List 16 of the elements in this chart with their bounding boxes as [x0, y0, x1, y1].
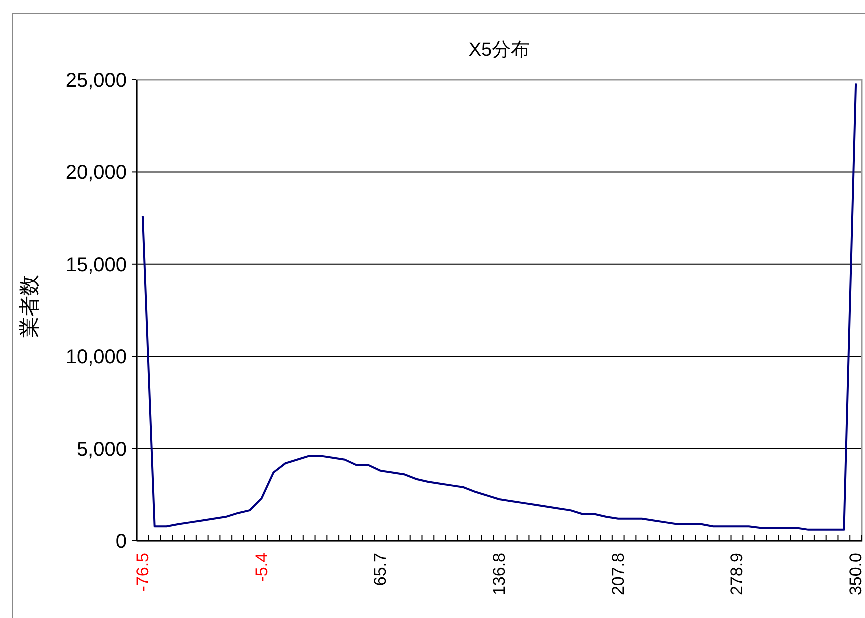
- y-tick-label: 25,000: [66, 70, 127, 92]
- x-tick-label: 207.8: [608, 553, 628, 596]
- x-tick-label: 136.8: [490, 553, 509, 596]
- y-tick-label: 10,000: [66, 346, 127, 369]
- chart-title: X5分布: [468, 40, 530, 61]
- line-series: [142, 82, 858, 531]
- y-axis-title: 業者数: [18, 275, 42, 338]
- x-tick-label: -5.4: [252, 553, 272, 582]
- x-tick-label: 65.7: [371, 553, 390, 586]
- x-tick-label: -76.5: [133, 553, 152, 592]
- y-tick-label: 0: [116, 531, 127, 553]
- y-tick-label: 5,000: [76, 438, 127, 461]
- x-tick-label: 350.0: [846, 553, 865, 596]
- y-tick-label: 15,000: [66, 254, 127, 276]
- y-tick-label: 20,000: [66, 162, 127, 184]
- x-tick-label: 278.9: [728, 553, 747, 596]
